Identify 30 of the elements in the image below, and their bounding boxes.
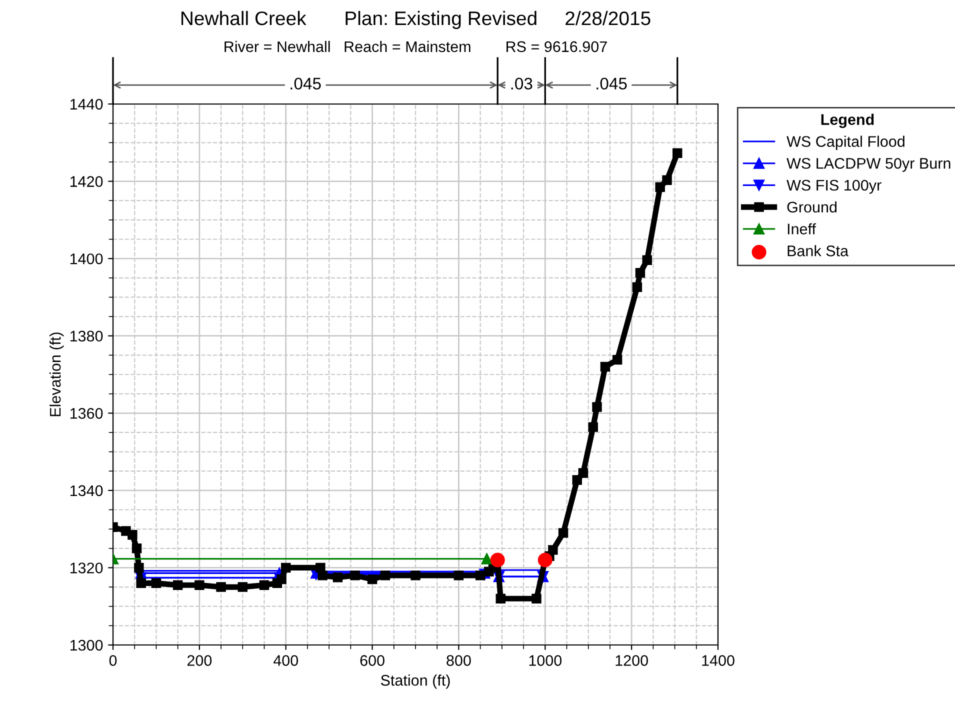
text: .045 xyxy=(290,78,321,90)
y-tick-label: 1300 xyxy=(70,640,103,651)
text: .03 xyxy=(511,78,532,90)
x-axis-title: Station (ft) xyxy=(380,674,450,689)
y-tick-label: 1360 xyxy=(70,408,103,419)
y-tick-label: 1440 xyxy=(70,98,103,110)
x-tick-label: 1000 xyxy=(529,655,562,666)
y-tick-label: 1320 xyxy=(70,562,103,574)
y-tick-label: 1420 xyxy=(70,176,103,187)
x-tick-label: 200 xyxy=(187,655,212,666)
y-tick-label: 1380 xyxy=(70,330,103,342)
legend-label: WS LACDPW 50yr Burn xyxy=(786,158,950,172)
y-tick-label: 1340 xyxy=(70,485,103,496)
y-axis-title: Elevation (ft) xyxy=(49,332,64,416)
legend-label: Ground xyxy=(787,201,836,213)
x-tick-label: 400 xyxy=(273,655,298,666)
x-tick-label: 0 xyxy=(109,655,117,666)
legend-label: Bank Sta xyxy=(788,245,849,256)
chart-subtitle: River = Newhall Reach = Mainstem RS = 9616.907 xyxy=(224,40,607,52)
x-tick-label: 800 xyxy=(446,655,471,666)
y-tick-label: 1400 xyxy=(70,253,103,264)
legend-title: Legend xyxy=(821,114,874,128)
legend-label: Ineff xyxy=(788,223,816,234)
x-tick-label: 1200 xyxy=(616,655,648,666)
legend-label: WS Capital Flood xyxy=(786,136,904,150)
text: .045 xyxy=(596,78,627,90)
x-tick-label: 1400 xyxy=(702,655,734,666)
x-tick-label: 600 xyxy=(360,655,384,666)
chart-title: Newhall Creek Plan: Existing Revised 2/28/2015 xyxy=(181,10,650,30)
legend-label: WS FIS 100yr xyxy=(786,180,882,194)
